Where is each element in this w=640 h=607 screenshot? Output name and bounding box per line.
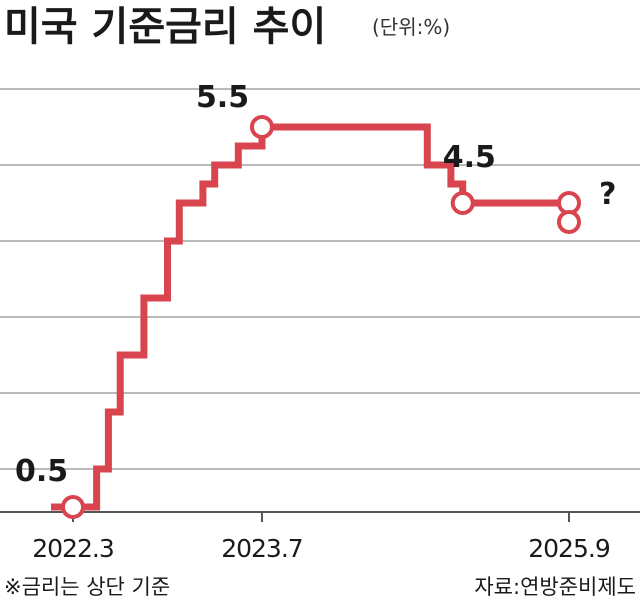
rate-step-line — [51, 123, 569, 511]
unit-label: (단위:%) — [372, 15, 450, 39]
source: 자료:연방준비제도 — [474, 575, 636, 599]
marker — [450, 191, 475, 215]
data-label: ? — [599, 177, 616, 212]
x-tick-label: 2022.3 — [32, 534, 113, 563]
data-label: 0.5 — [15, 454, 68, 489]
x-tick-label: 2023.7 — [221, 534, 302, 563]
marker — [557, 210, 581, 234]
marker — [61, 495, 85, 519]
x-ticks: 2022.3 2023.7 2025.9 — [32, 512, 611, 563]
gridlines — [0, 88, 640, 470]
data-label: 5.5 — [196, 80, 249, 115]
x-tick-label: 2025.9 — [528, 534, 610, 563]
data-label: 4.5 — [443, 140, 496, 175]
chart-title: 미국 기준금리 추이 — [4, 4, 326, 50]
annotations: 0.5 5.5 4.5? — [15, 80, 616, 489]
marker — [249, 115, 274, 139]
footnote: ※금리는 상단 기준 — [4, 575, 170, 599]
markers — [61, 115, 581, 519]
